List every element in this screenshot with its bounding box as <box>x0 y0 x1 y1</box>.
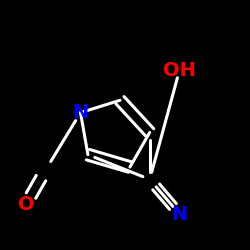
Text: O: O <box>18 194 34 214</box>
Text: N: N <box>72 103 88 122</box>
Text: OH: OH <box>163 61 196 80</box>
Text: N: N <box>171 204 188 224</box>
